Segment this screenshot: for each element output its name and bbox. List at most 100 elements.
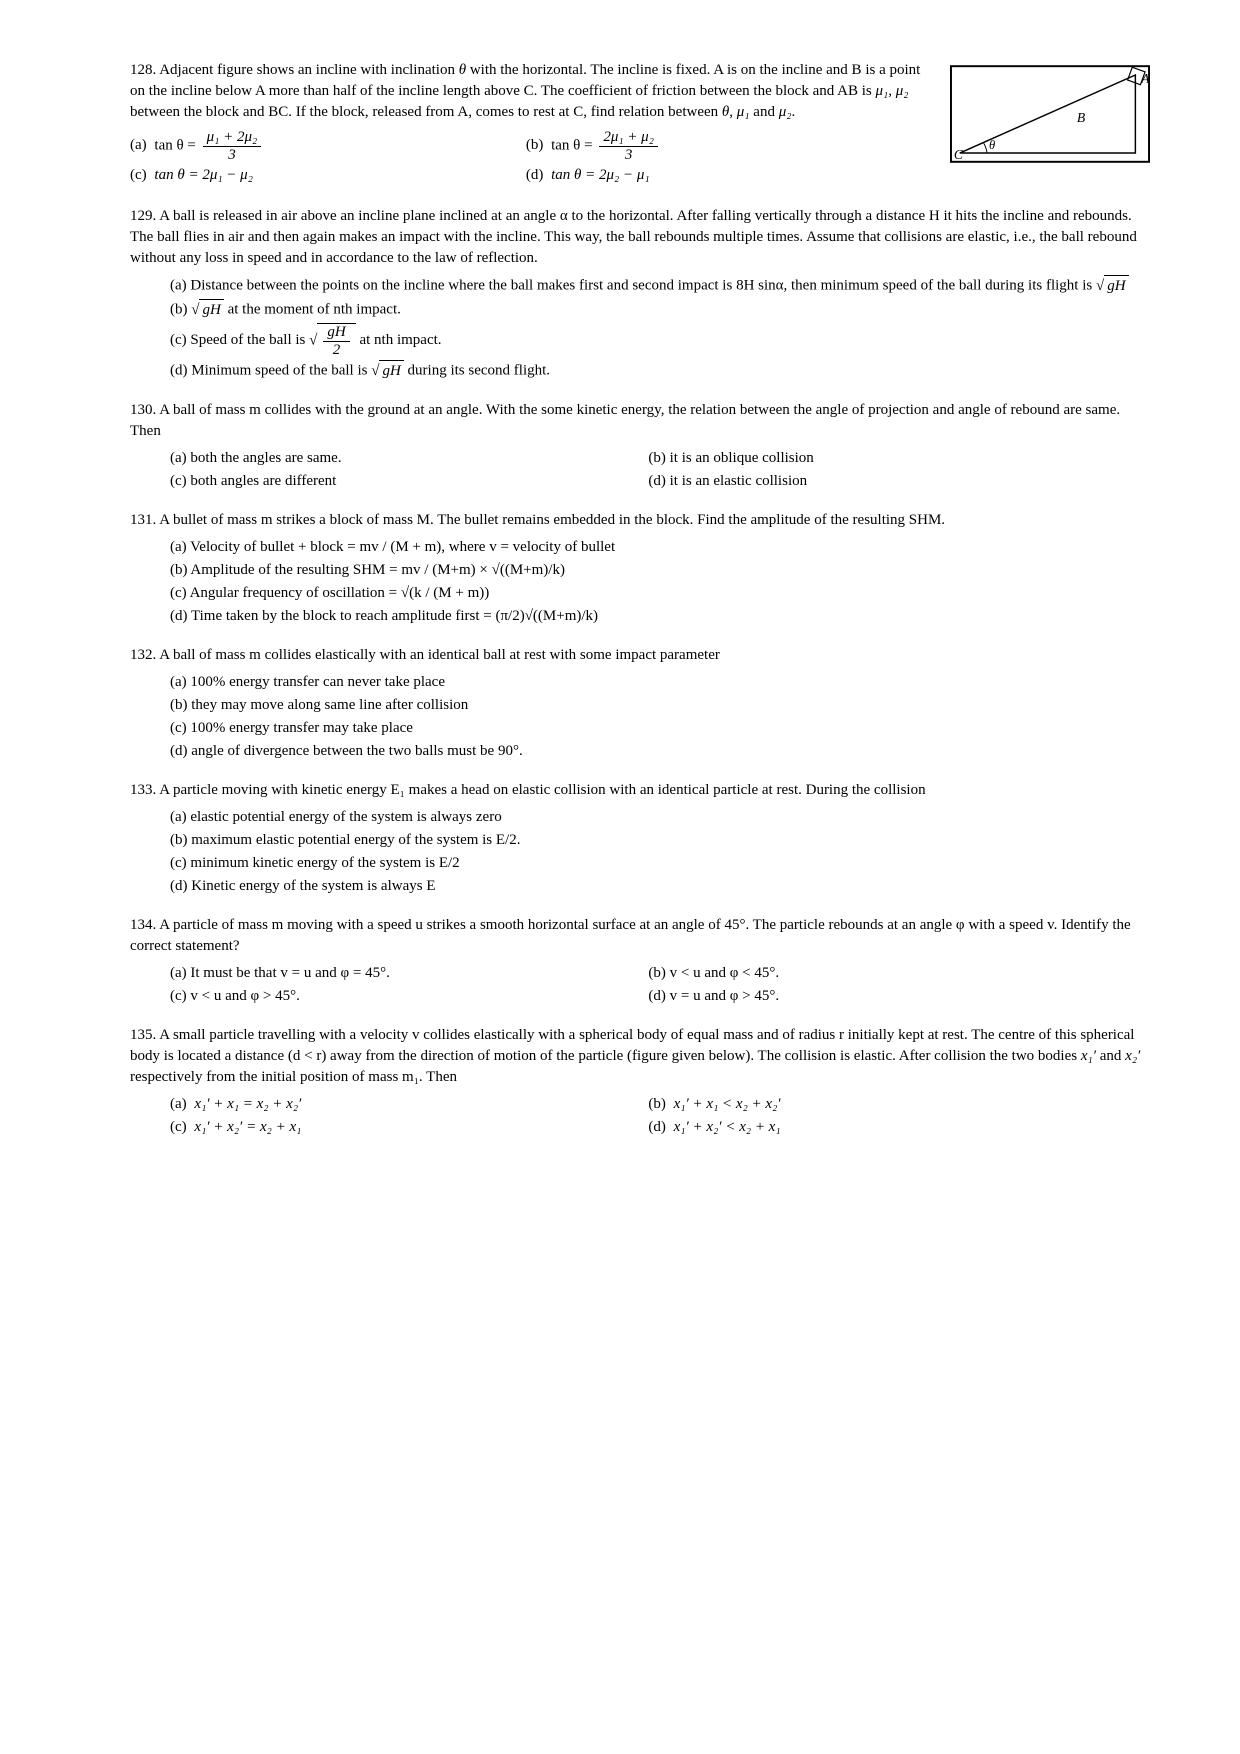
- q129-c-text: (c) Speed of the ball is: [170, 332, 309, 348]
- q135-choice-d: (d) x₁′ + x₂′ < x₂ + x₁: [648, 1117, 1126, 1138]
- q134-choice-d: (d) v = u and φ > 45°.: [648, 986, 1126, 1007]
- q133-d-text: (d) Kinetic energy of the system is alwa…: [170, 878, 436, 894]
- question-number: 133.: [130, 782, 156, 798]
- q131-choice-b: (b) Amplitude of the resulting SHM = mv …: [170, 560, 1158, 581]
- q129-choice-d: (d) Minimum speed of the ball is √gH dur…: [170, 360, 1158, 382]
- q130-choice-a: (a) both the angles are same.: [170, 448, 648, 469]
- q131-b-text: (b) Amplitude of the resulting SHM = mv …: [170, 562, 565, 578]
- theta-symbol-2: θ: [722, 104, 729, 120]
- question-number: 134.: [130, 917, 156, 933]
- q130-choice-c: (c) both angles are different: [170, 471, 648, 492]
- q128-b-den: 3: [599, 147, 658, 164]
- question-131: 131. A bullet of mass m strikes a block …: [130, 510, 1150, 627]
- q133-b-text: (b) maximum elastic potential energy of …: [170, 832, 520, 848]
- question-number: 128.: [130, 62, 156, 78]
- x2-prime: x₂′: [1125, 1048, 1140, 1064]
- q134-choice-c: (c) v < u and φ > 45°.: [170, 986, 648, 1007]
- q132-d-text: (d) angle of divergence between the two …: [170, 743, 523, 759]
- question-135: 135. A small particle travelling with a …: [130, 1025, 1150, 1138]
- q132-text: A ball of mass m collides elastically wi…: [159, 647, 720, 663]
- q135-choices: (a) x₁′ + x₁ = x₂ + x₂′ (b) x₁′ + x₁ < x…: [170, 1094, 1150, 1138]
- svg-text:A: A: [1140, 71, 1150, 86]
- gH-den: 2: [323, 342, 349, 359]
- sqrt-gH-1: gH: [1104, 275, 1128, 297]
- q130-text: A ball of mass m collides with the groun…: [130, 402, 1120, 439]
- label-a: (a): [130, 137, 147, 153]
- q135-text-a: A small particle travelling with a veloc…: [130, 1027, 1134, 1064]
- q132-choices: (a) 100% energy transfer can never take …: [170, 672, 1150, 762]
- q133-choice-a: (a) elastic potential energy of the syst…: [170, 807, 1158, 828]
- q135-choice-a: (a) x₁′ + x₁ = x₂ + x₂′: [170, 1094, 648, 1115]
- q132-choice-d: (d) angle of divergence between the two …: [170, 741, 1158, 762]
- question-number: 130.: [130, 402, 156, 418]
- q133-choice-d: (d) Kinetic energy of the system is alwa…: [170, 876, 1158, 897]
- q131-choices: (a) Velocity of bullet + block = mv / (M…: [170, 537, 1150, 627]
- q128-b-pre: tan θ =: [551, 137, 596, 153]
- q135-a-text: x₁′ + x₁ = x₂ + x₂′: [194, 1096, 301, 1112]
- label-a-135: (a): [170, 1096, 187, 1112]
- svg-text:θ: θ: [989, 138, 995, 152]
- q134-choice-a: (a) It must be that v = u and φ = 45°.: [170, 963, 648, 984]
- q131-c-text: (c) Angular frequency of oscillation = √…: [170, 585, 489, 601]
- q133-choices: (a) elastic potential energy of the syst…: [170, 807, 1150, 897]
- gH-num: gH: [323, 324, 349, 342]
- question-130: 130. A ball of mass m collides with the …: [130, 400, 1150, 492]
- question-number: 129.: [130, 208, 156, 224]
- q129-a-text: (a) Distance between the points on the i…: [170, 277, 1096, 293]
- q130-b-text: (b) it is an oblique collision: [648, 450, 813, 466]
- question-133: 133. A particle moving with kinetic ener…: [130, 780, 1150, 897]
- q129-b-text: at the moment of nth impact.: [228, 301, 401, 317]
- q135-text-c: respectively from the initial position o…: [130, 1069, 457, 1085]
- q129-choice-c: (c) Speed of the ball is √gH2 at nth imp…: [170, 323, 1158, 358]
- svg-text:C: C: [954, 147, 964, 162]
- q133-choice-b: (b) maximum elastic potential energy of …: [170, 830, 1158, 851]
- sqrt-gH-4: gH: [379, 360, 403, 382]
- label-c-135: (c): [170, 1119, 187, 1135]
- q134-d-text: (d) v = u and φ > 45°.: [648, 988, 779, 1004]
- question-129: 129. A ball is released in air above an …: [130, 206, 1150, 382]
- q134-choices: (a) It must be that v = u and φ = 45°. (…: [170, 963, 1150, 1007]
- q133-c-text: (c) minimum kinetic energy of the system…: [170, 855, 460, 871]
- svg-text:B: B: [1077, 110, 1086, 125]
- q135-text-b: and: [1100, 1048, 1125, 1064]
- q130-choices: (a) both the angles are same. (b) it is …: [170, 448, 1150, 492]
- question-134: 134. A particle of mass m moving with a …: [130, 915, 1150, 1007]
- q132-choice-a: (a) 100% energy transfer can never take …: [170, 672, 1158, 693]
- q130-choice-d: (d) it is an elastic collision: [648, 471, 1126, 492]
- question-number: 131.: [130, 512, 156, 528]
- q128-choice-d: (d) tan θ = 2μ₂ − μ₁: [526, 165, 922, 186]
- q131-choice-a: (a) Velocity of bullet + block = mv / (M…: [170, 537, 1158, 558]
- mu2-symbol: μ₂: [896, 83, 909, 99]
- q129-choice-a: (a) Distance between the points on the i…: [170, 275, 1158, 297]
- q134-a-text: (a) It must be that v = u and φ = 45°.: [170, 965, 390, 981]
- q128-choice-c: (c) tan θ = 2μ₁ − μ₂: [130, 165, 526, 186]
- q128-text-part1: Adjacent figure shows an incline with in…: [130, 62, 920, 120]
- q129-d-post: during its second flight.: [408, 362, 551, 378]
- q135-choice-b: (b) x₁′ + x₁ < x₂ + x₂′: [648, 1094, 1126, 1115]
- q129-choices: (a) Distance between the points on the i…: [170, 275, 1150, 382]
- q132-a-text: (a) 100% energy transfer can never take …: [170, 674, 445, 690]
- figure-incline: A B C θ: [950, 64, 1150, 171]
- label-b: (b): [526, 137, 544, 153]
- q128-choice-a: (a) tan θ = μ₁ + 2μ₂3: [130, 129, 526, 163]
- x1-prime: x₁′: [1081, 1048, 1096, 1064]
- incline-svg: A B C θ: [950, 64, 1150, 164]
- label-b-135: (b): [648, 1096, 666, 1112]
- q131-d-text: (d) Time taken by the block to reach amp…: [170, 608, 598, 624]
- q131-text: A bullet of mass m strikes a block of ma…: [159, 512, 945, 528]
- q131-choice-d: (d) Time taken by the block to reach amp…: [170, 606, 1158, 627]
- q134-choice-b: (b) v < u and φ < 45°.: [648, 963, 1126, 984]
- q135-d-text: x₁′ + x₂′ < x₂ + x₁: [674, 1119, 781, 1135]
- q135-b-text: x₁′ + x₁ < x₂ + x₂′: [674, 1096, 781, 1112]
- q130-c-text: (c) both angles are different: [170, 473, 336, 489]
- q133-text: A particle moving with kinetic energy E₁…: [159, 782, 925, 798]
- q134-b-text: (b) v < u and φ < 45°.: [648, 965, 779, 981]
- q128-b-num: 2μ₁ + μ₂: [599, 129, 658, 147]
- q130-choice-b: (b) it is an oblique collision: [648, 448, 1126, 469]
- q135-c-text: x₁′ + x₂′ = x₂ + x₁: [194, 1119, 301, 1135]
- q129-c-post: at nth impact.: [359, 332, 441, 348]
- theta-symbol: θ: [459, 62, 466, 78]
- q129-choice-b: (b) √gH at the moment of nth impact.: [170, 299, 1158, 321]
- q128-a-pre: tan θ =: [154, 137, 199, 153]
- question-number: 135.: [130, 1027, 156, 1043]
